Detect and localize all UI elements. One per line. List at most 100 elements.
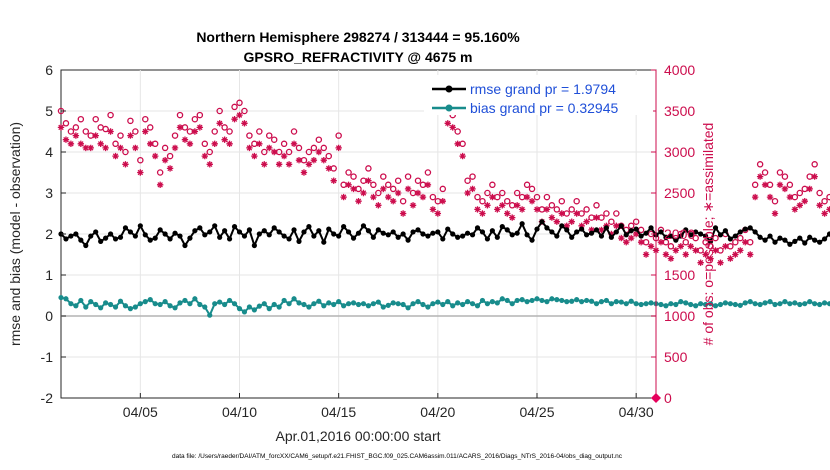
assimilated-obs-point [370, 193, 377, 201]
rmse-point [579, 226, 585, 232]
rmse-point [192, 228, 198, 234]
assimilated-obs-point [345, 181, 352, 188]
possible-obs-point [404, 173, 412, 180]
assimilated-obs-point [355, 198, 362, 205]
rmse-point [207, 229, 213, 235]
assimilated-obs-point [578, 222, 585, 229]
rmse-point [236, 229, 243, 235]
assimilated-obs-point [548, 214, 556, 221]
assimilated-obs-point [722, 243, 729, 250]
bias-point [787, 301, 793, 307]
rmse-point [341, 224, 347, 230]
rmse-point [767, 233, 773, 239]
rmse-point [732, 233, 738, 239]
assimilated-obs-point [340, 193, 347, 201]
bias-point [231, 301, 238, 307]
bias-point [802, 301, 808, 307]
bias-point [360, 301, 367, 307]
possible-obs-point [513, 189, 521, 197]
assimilated-obs-point [171, 144, 179, 152]
assimilated-obs-point [77, 140, 85, 147]
bias-point [400, 301, 406, 308]
rmse-point [93, 229, 99, 235]
possible-obs-point [236, 99, 243, 107]
assimilated-obs-point [518, 206, 526, 213]
bias-point [772, 301, 778, 308]
assimilated-obs-point [766, 193, 774, 201]
possible-obs-point [667, 243, 675, 250]
bias-point [157, 301, 163, 308]
possible-obs-point [295, 144, 303, 152]
bias-point [112, 304, 119, 310]
possible-obs-point [305, 148, 313, 156]
assimilated-obs-point [558, 210, 565, 217]
possible-obs-point [350, 173, 357, 180]
assimilated-obs-point [67, 140, 75, 147]
bias-point [286, 301, 292, 307]
possible-obs-point [82, 128, 90, 135]
bias-point [593, 301, 600, 307]
bias-point [375, 299, 381, 305]
rmse-point [817, 239, 823, 245]
assimilated-obs-point [166, 165, 174, 172]
bias-point [554, 297, 560, 303]
possible-obs-point [370, 181, 377, 189]
bias-point [222, 301, 228, 308]
bias-point [826, 301, 830, 307]
rmse-point [712, 225, 719, 231]
possible-obs-point [613, 210, 620, 217]
possible-obs-point [265, 132, 273, 139]
possible-obs-point [394, 177, 402, 184]
possible-obs-point [479, 197, 486, 205]
bias-point [663, 303, 669, 309]
assimilated-obs-point [464, 189, 471, 197]
assimilated-obs-point [434, 210, 442, 217]
bias-point [698, 301, 704, 307]
possible-obs-point [216, 107, 223, 115]
rmse-point [182, 242, 188, 249]
possible-obs-point [285, 148, 293, 156]
rmse-point [539, 219, 545, 225]
rmse-point [678, 233, 684, 239]
assimilated-obs-point [816, 202, 823, 209]
rmse-point [251, 242, 257, 249]
rmse-point [336, 233, 342, 239]
rmse-point [132, 233, 138, 239]
assimilated-obs-point [771, 210, 779, 217]
bias-point [415, 299, 421, 305]
possible-obs-point [72, 124, 80, 131]
bias-point [792, 300, 798, 306]
rmse-point [564, 227, 570, 233]
assimilated-obs-point [62, 136, 70, 143]
possible-obs-point [62, 120, 70, 127]
assimilated-obs-point [781, 185, 789, 193]
rmse-point [762, 237, 768, 243]
possible-obs-point [816, 189, 823, 197]
assimilated-obs-point [618, 234, 625, 242]
bias-point [103, 300, 109, 306]
possible-obs-point [142, 115, 149, 123]
assimilated-obs-point [742, 239, 749, 246]
assimilated-obs-point [568, 218, 575, 225]
bias-point [588, 298, 595, 304]
assimilated-obs-point [156, 181, 164, 188]
assimilated-obs-point [543, 206, 551, 213]
rmse-point [306, 224, 312, 230]
bias-point [316, 298, 322, 304]
rmse-point [792, 238, 798, 244]
assimilated-obs-point [439, 198, 446, 205]
possible-obs-point [380, 173, 387, 180]
rmse-point [821, 236, 828, 242]
possible-obs-point [77, 115, 85, 123]
possible-obs-point [270, 136, 278, 143]
chart-title-line2: GPSRO_REFRACTIVITY @ 4675 m [244, 49, 473, 65]
bias-point [782, 299, 788, 305]
possible-obs-point [191, 115, 199, 123]
possible-obs-point [737, 234, 744, 242]
assimilated-obs-point [325, 165, 332, 172]
rmse-point [405, 237, 411, 243]
possible-obs-point [568, 206, 575, 213]
bias-point [107, 301, 114, 308]
assimilated-obs-point [305, 161, 313, 168]
bias-point [261, 301, 267, 307]
